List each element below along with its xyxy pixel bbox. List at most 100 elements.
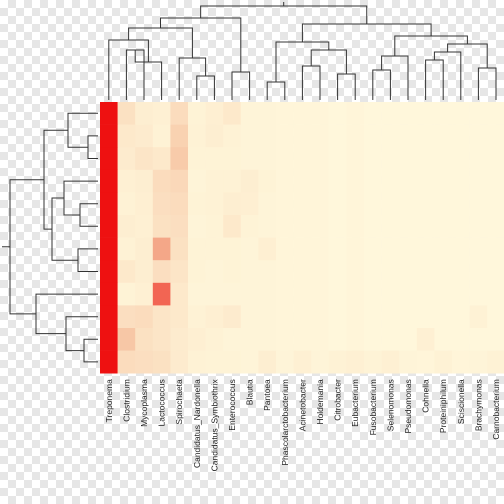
heatmap-cell-S12-Mycoplasma [135, 305, 154, 329]
heatmap-cell-S16-Eubacterium [346, 282, 365, 306]
column-label-Proteiniphilum: Proteiniphilum [438, 379, 448, 433]
heatmap-cell-S18-Mycoplasma [135, 215, 154, 238]
heatmap-cell-S9-Phascolarctobacterium [276, 350, 294, 374]
row-dendrogram-branch [65, 316, 98, 352]
heatmap-cell-S17-Selenomonas [381, 169, 400, 193]
heatmap-cell-S7-Brachymonas [469, 260, 488, 284]
heatmap-cell-S12-Phascolarctobacterium [276, 305, 294, 329]
heatmap-cell-S14-Pseudomonas [399, 102, 418, 125]
heatmap-cell-S7-Eubacterium [346, 260, 365, 284]
heatmap-cell-S16-Blautia [240, 282, 259, 306]
heatmap-cell-S18-Citrobacter [328, 215, 347, 238]
heatmap-cell-S9-Candidatus_Nardonella [188, 350, 206, 374]
heatmap-cell-S14-Citrobacter [328, 102, 347, 125]
heatmap-cell-S16-Phascolarctobacterium [276, 282, 294, 306]
column-label-Lactococcus: Lactococcus [157, 379, 167, 426]
heatmap-cell-S11-Treponema [100, 328, 118, 351]
heatmap-cell-S14-Sciscionella [452, 102, 470, 125]
heatmap-cell-S18-Acinetobacter [293, 215, 312, 238]
heatmap-cell-S18-Phascolarctobacterium [276, 215, 294, 238]
heatmap-cell-S9-Candidatus_Symbiothrix [205, 350, 224, 374]
column-label-Clostridium: Clostridium [121, 379, 131, 422]
heatmap-cell-S17-Candidatus_Symbiothrix [205, 169, 224, 193]
heatmap-cell-S18-Candidatus_Nardonella [188, 215, 206, 238]
heatmap-cell-S17-Acinetobacter [293, 169, 312, 193]
heatmap-cell-S9-Spirochaeta [170, 350, 189, 374]
heatmap-cell-S8-Carnobacterium [487, 237, 504, 261]
heatmap-cell-S15-Treponema [100, 192, 118, 216]
heatmap-cell-S8-Blautia [240, 237, 259, 261]
heatmap-cell-S10-Cohnella [416, 147, 435, 171]
heatmap-cell-S16-Spirochaeta [170, 282, 189, 306]
row-dendrogram-branch [51, 197, 78, 261]
heatmap-cell-S7-Treponema [100, 260, 118, 284]
heatmap-cell-S8-Fusobacterium [364, 237, 382, 261]
column-dendrogram-branch [425, 59, 444, 100]
heatmap-cell-S16-Acinetobacter [293, 282, 312, 306]
heatmap-cell-S11-Eubacterium [346, 328, 365, 351]
heatmap-cell-S14-Acinetobacter [293, 102, 312, 125]
column-dendrogram-branch [108, 39, 149, 100]
heatmap-cell-S11-Pantoea [258, 328, 277, 351]
heatmap-cell-S7-Lactococcus [152, 260, 171, 284]
heatmap-cell-S13-Sciscionella [452, 124, 470, 148]
heatmap-cell-S10-Candidatus_Symbiothrix [205, 147, 224, 171]
heatmap-cell-S14-Candidatus_Nardonella [188, 102, 206, 125]
heatmap-cell-S18-Sciscionella [452, 215, 470, 238]
heatmap-cell-S17-Spirochaeta [170, 169, 189, 193]
heatmap-cell-S7-Mycoplasma [135, 260, 154, 284]
heatmap-cell-S17-Phascolarctobacterium [276, 169, 294, 193]
heatmap-cell-S7-Clostridium [117, 260, 136, 284]
heatmap-cell-S17-Cohnella [416, 169, 435, 193]
column-dendrogram-branch [266, 81, 286, 100]
heatmap-cell-S13-Candidatus_Nardonella [188, 124, 206, 148]
heatmap-cell-S14-Treponema [100, 102, 118, 125]
heatmap-cell-S16-Brachymonas [469, 282, 488, 306]
heatmap-cell-S15-Fusobacterium [364, 192, 382, 216]
heatmap-cell-S10-Treponema [100, 147, 118, 171]
column-label-Carnobacterium: Carnobacterium [491, 379, 501, 439]
heatmap-cell-S18-Proteiniphilum [434, 215, 453, 238]
heatmap-cell-S17-Pseudomonas [399, 169, 418, 193]
column-dendrogram-branch [128, 27, 193, 58]
heatmap-cell-S13-Lactococcus [152, 124, 171, 148]
heatmap-cell-S16-Enterococcus [223, 282, 242, 306]
heatmap-cell-S11-Fusobacterium [364, 328, 382, 351]
heatmap-cell-S18-Pseudomonas [399, 215, 418, 238]
heatmap-cell-S7-Acinetobacter [293, 260, 312, 284]
column-label-Phascolarctobacterium: Phascolarctobacterium [280, 379, 290, 465]
column-dendrogram-branch [394, 35, 468, 56]
heatmap-cell-S7-Pseudomonas [399, 260, 418, 284]
heatmap-cell-S16-Pseudomonas [399, 282, 418, 306]
heatmap-cell-S10-Sciscionella [452, 147, 470, 171]
heatmap-cell-S17-Pantoea [258, 169, 277, 193]
heatmap-cell-S9-Brachymonas [469, 350, 488, 374]
heatmap-cell-S13-Holdemania [311, 124, 330, 148]
heatmap-cell-S13-Selenomonas [381, 124, 400, 148]
heatmap-cell-S8-Brachymonas [469, 237, 488, 261]
heatmap-cell-S8-Cohnella [416, 237, 435, 261]
column-label-Treponema: Treponema [104, 379, 114, 422]
heatmap-cell-S16-Clostridium [117, 282, 136, 306]
heatmap-cell-S14-Lactococcus [152, 102, 171, 125]
heatmap-cell-S10-Enterococcus [223, 147, 242, 171]
heatmap-cell-S18-Selenomonas [381, 215, 400, 238]
heatmap-cell-S18-Fusobacterium [364, 215, 382, 238]
heatmap-cell-S17-Sciscionella [452, 169, 470, 193]
column-dendrogram-branch [301, 23, 432, 42]
heatmap-cell-S13-Brachymonas [469, 124, 488, 148]
heatmap-cell-S15-Blautia [240, 192, 259, 216]
heatmap-cell-S11-Citrobacter [328, 328, 347, 351]
heatmap-cell-S12-Acinetobacter [293, 305, 312, 329]
column-label-Holdemania: Holdemania [315, 379, 325, 425]
heatmap-cell-S7-Candidatus_Nardonella [188, 260, 206, 284]
heatmap-cell-S13-Citrobacter [328, 124, 347, 148]
heatmap-cell-S11-Candidatus_Nardonella [188, 328, 206, 351]
heatmap-cell-S10-Clostridium [117, 147, 136, 171]
heatmap-cell-S11-Clostridium [117, 328, 136, 351]
heatmap-cell-S14-Phascolarctobacterium [276, 102, 294, 125]
heatmap-cell-S9-Sciscionella [452, 350, 470, 374]
heatmap-cell-S7-Holdemania [311, 260, 330, 284]
heatmap-cell-S9-Pantoea [258, 350, 277, 374]
